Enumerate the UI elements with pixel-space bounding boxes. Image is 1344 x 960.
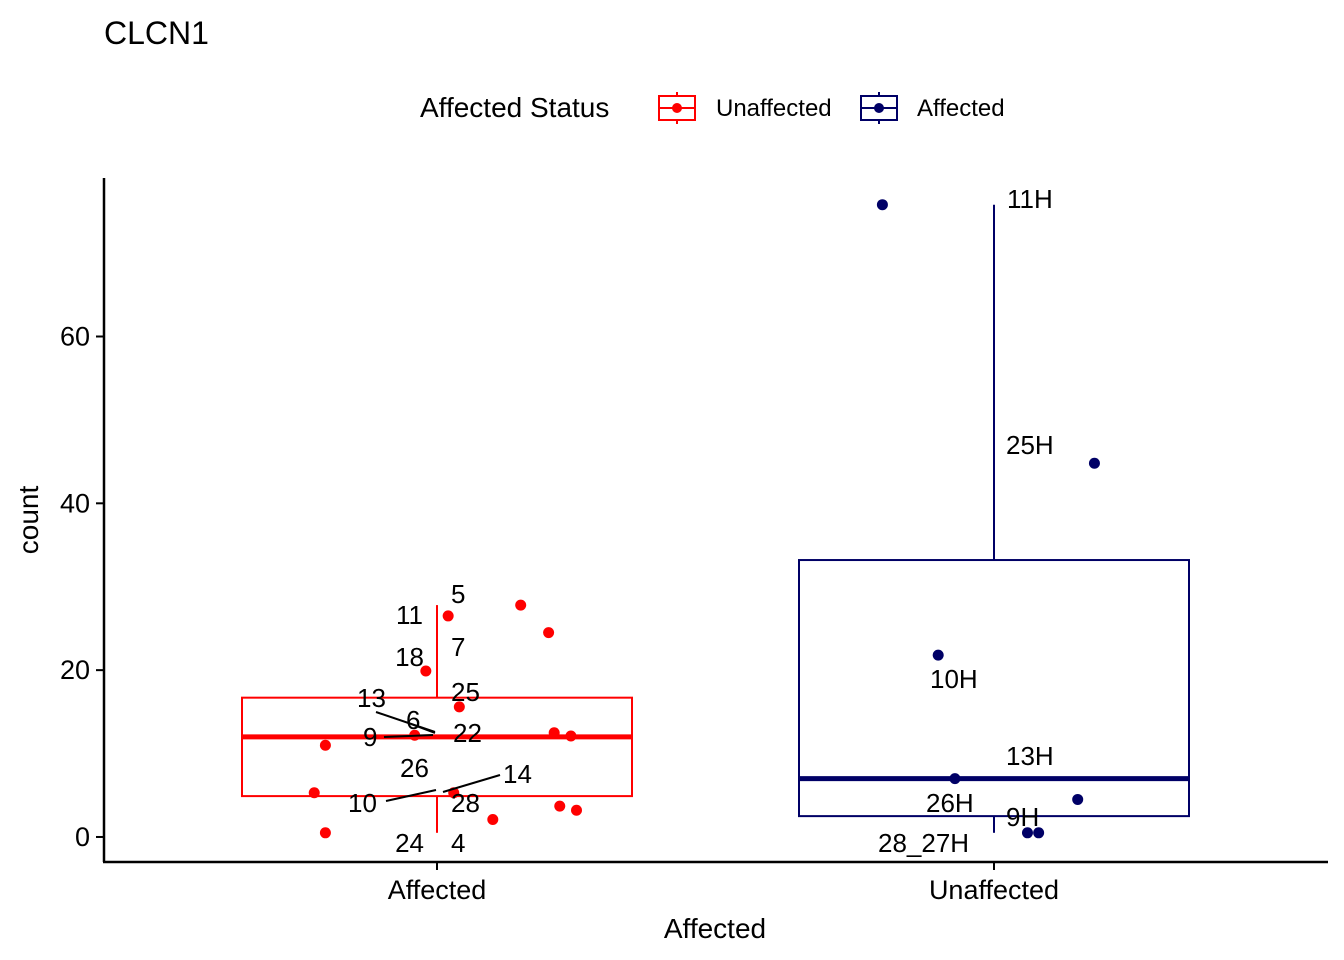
point-label: 28: [451, 788, 480, 818]
point-label: 18: [395, 642, 424, 672]
point-label: 9H: [1006, 802, 1039, 832]
y-tick-label: 60: [60, 321, 90, 351]
point-label: 11H: [1007, 184, 1053, 214]
data-point: [1088, 457, 1100, 469]
data-point: [876, 199, 888, 211]
data-point: [565, 730, 577, 742]
point-label: 14: [503, 759, 532, 789]
label-leader-line: [410, 723, 436, 734]
data-point: [932, 649, 944, 661]
data-point: [319, 827, 331, 839]
point-label: 22: [453, 718, 482, 748]
data-point: [1072, 793, 1084, 805]
data-point: [453, 701, 465, 713]
point-label: 24: [395, 828, 424, 858]
x-ticks: Affected Unaffected: [388, 862, 1059, 905]
legend-title: Affected Status: [420, 92, 609, 123]
y-tick-label: 40: [60, 488, 90, 518]
point-label: 9: [363, 722, 377, 752]
legend-label-affected: Affected: [917, 95, 1005, 122]
data-point: [1033, 827, 1045, 839]
point-label: 28_27H: [878, 828, 969, 858]
label-leader-line: [383, 734, 434, 738]
point-label: 13: [357, 683, 386, 713]
data-point: [543, 627, 555, 639]
point-label: 10: [348, 788, 377, 818]
data-point: [554, 800, 566, 812]
data-point: [949, 773, 961, 785]
data-point: [319, 739, 331, 751]
legend-label-unaffected: Unaffected: [716, 95, 832, 122]
y-tick-label: 20: [60, 655, 90, 685]
x-axis-title: Affected: [664, 913, 766, 944]
label-leader-line: [442, 774, 501, 793]
point-label: 13H: [1006, 741, 1054, 771]
data-point: [548, 727, 560, 739]
point-label: 7: [451, 632, 465, 662]
point-label: 10H: [930, 664, 978, 694]
x-tick-label: Affected: [388, 875, 487, 905]
point-label: 4: [451, 828, 465, 858]
data-point: [308, 787, 320, 799]
box-iqr: [241, 696, 633, 798]
y-axis-title: count: [13, 486, 44, 555]
y-tick-label: 0: [75, 822, 90, 852]
y-ticks: 0 20 40 60: [60, 321, 104, 852]
data-point: [420, 665, 432, 677]
point-label: 26H: [926, 788, 974, 818]
point-label: 25H: [1006, 430, 1054, 460]
label-leader-line: [385, 789, 437, 802]
data-point: [487, 813, 499, 825]
point-label: 5: [451, 579, 465, 609]
plot-area: 5 11 7 18 25 13 69 22 26 14 10 28 24 4 11H 25H 10H 13H 26H…: [241, 184, 1190, 858]
x-tick-label: Unaffected: [929, 875, 1059, 905]
point-label: 25: [451, 677, 480, 707]
point-label: 11: [396, 600, 423, 630]
legend-key-unaffected: [658, 92, 696, 124]
data-point: [1021, 827, 1033, 839]
box-iqr: [798, 559, 1190, 818]
chart-title: CLCN1: [104, 15, 209, 51]
point-label: 26: [400, 753, 429, 783]
data-point: [571, 804, 582, 816]
legend: Affected Status Unaffected Affected: [420, 92, 1005, 124]
point-label: 6: [406, 705, 420, 735]
data-point: [515, 599, 527, 611]
data-point: [442, 610, 454, 622]
legend-key-affected: [860, 92, 898, 124]
